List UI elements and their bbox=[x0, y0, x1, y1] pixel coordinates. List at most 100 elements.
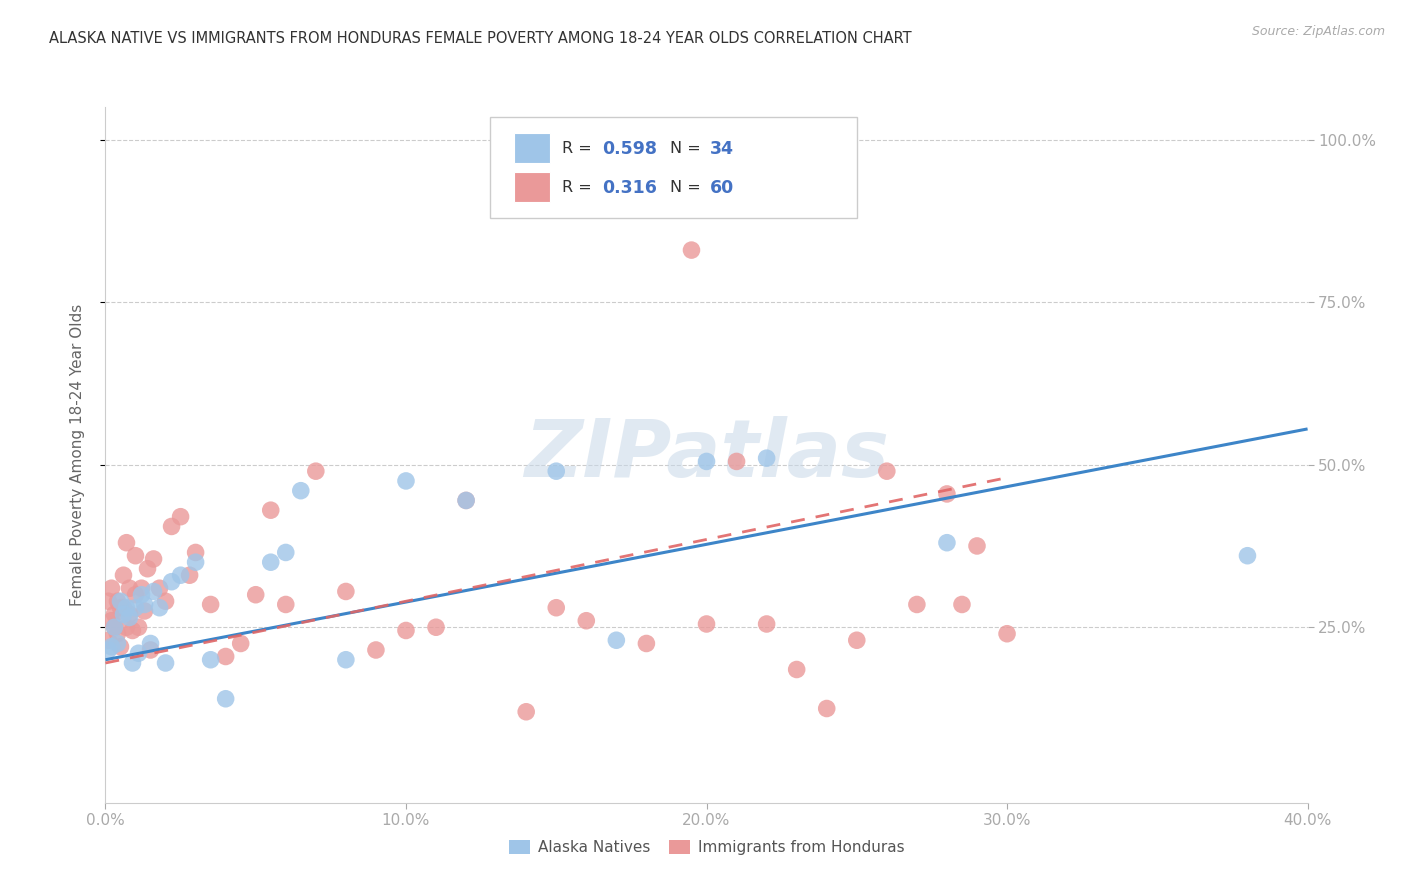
Point bbox=[200, 598, 222, 612]
Point bbox=[214, 691, 236, 706]
Point bbox=[128, 620, 150, 634]
Text: ZIPatlas: ZIPatlas bbox=[524, 416, 889, 494]
Point bbox=[103, 620, 125, 634]
Point bbox=[139, 636, 162, 650]
Point bbox=[115, 535, 138, 549]
Point bbox=[274, 545, 297, 559]
Y-axis label: Female Poverty Among 18-24 Year Olds: Female Poverty Among 18-24 Year Olds bbox=[70, 304, 84, 606]
Point bbox=[755, 617, 778, 632]
Point bbox=[950, 598, 973, 612]
Point bbox=[169, 568, 191, 582]
Text: Source: ZipAtlas.com: Source: ZipAtlas.com bbox=[1251, 25, 1385, 38]
Point bbox=[696, 617, 718, 632]
Point bbox=[995, 626, 1018, 640]
Point bbox=[815, 701, 838, 715]
Point bbox=[139, 643, 162, 657]
Point bbox=[115, 620, 138, 634]
Point bbox=[260, 503, 283, 517]
Point bbox=[142, 552, 165, 566]
Point bbox=[107, 594, 129, 608]
FancyBboxPatch shape bbox=[515, 172, 550, 202]
Point bbox=[681, 243, 703, 257]
Point bbox=[103, 620, 125, 634]
Point bbox=[184, 545, 207, 559]
Point bbox=[335, 584, 357, 599]
FancyBboxPatch shape bbox=[491, 118, 856, 219]
Point bbox=[110, 600, 132, 615]
Point bbox=[97, 643, 120, 657]
Point bbox=[118, 610, 141, 624]
Point bbox=[131, 588, 153, 602]
Point bbox=[200, 653, 222, 667]
Point bbox=[245, 588, 267, 602]
Text: N =: N = bbox=[671, 141, 706, 156]
Legend: Alaska Natives, Immigrants from Honduras: Alaska Natives, Immigrants from Honduras bbox=[503, 833, 910, 862]
Point bbox=[134, 598, 156, 612]
Point bbox=[169, 509, 191, 524]
Text: N =: N = bbox=[671, 180, 706, 195]
Point bbox=[546, 464, 568, 478]
Point bbox=[134, 604, 156, 618]
Point bbox=[179, 568, 201, 582]
Point bbox=[454, 493, 477, 508]
Point bbox=[696, 454, 718, 468]
Point bbox=[155, 594, 177, 608]
Point bbox=[131, 581, 153, 595]
Point bbox=[124, 588, 146, 602]
Point bbox=[290, 483, 312, 498]
Point bbox=[575, 614, 598, 628]
Point bbox=[515, 705, 537, 719]
Point bbox=[112, 568, 135, 582]
Point bbox=[110, 640, 132, 654]
Text: 60: 60 bbox=[710, 178, 734, 197]
Point bbox=[755, 451, 778, 466]
Point bbox=[454, 493, 477, 508]
Point bbox=[936, 487, 959, 501]
Point bbox=[160, 574, 183, 589]
Point bbox=[124, 549, 146, 563]
Text: 0.598: 0.598 bbox=[602, 140, 657, 158]
Text: ALASKA NATIVE VS IMMIGRANTS FROM HONDURAS FEMALE POVERTY AMONG 18-24 YEAR OLDS C: ALASKA NATIVE VS IMMIGRANTS FROM HONDURA… bbox=[49, 31, 912, 46]
Point bbox=[142, 584, 165, 599]
Point bbox=[845, 633, 868, 648]
FancyBboxPatch shape bbox=[515, 134, 550, 162]
Point bbox=[229, 636, 252, 650]
Point bbox=[305, 464, 328, 478]
Point bbox=[100, 581, 122, 595]
Point bbox=[395, 474, 418, 488]
Point bbox=[118, 607, 141, 622]
Point bbox=[260, 555, 283, 569]
Point bbox=[148, 581, 170, 595]
Point bbox=[128, 646, 150, 660]
Point bbox=[115, 600, 138, 615]
Point bbox=[160, 519, 183, 533]
Point bbox=[124, 600, 146, 615]
Text: 34: 34 bbox=[710, 140, 734, 158]
Text: R =: R = bbox=[562, 180, 598, 195]
Point bbox=[936, 535, 959, 549]
Point bbox=[97, 633, 120, 648]
Point bbox=[136, 562, 159, 576]
Point bbox=[214, 649, 236, 664]
Point bbox=[112, 607, 135, 622]
Point bbox=[605, 633, 627, 648]
Point bbox=[546, 600, 568, 615]
Point bbox=[876, 464, 898, 478]
Point bbox=[107, 636, 129, 650]
Point bbox=[148, 600, 170, 615]
Point bbox=[110, 594, 132, 608]
Point bbox=[112, 600, 135, 615]
Point bbox=[121, 656, 143, 670]
Point bbox=[155, 656, 177, 670]
Point bbox=[121, 624, 143, 638]
Point bbox=[274, 598, 297, 612]
Point bbox=[97, 594, 120, 608]
Point bbox=[107, 626, 129, 640]
Text: R =: R = bbox=[562, 141, 598, 156]
Point bbox=[118, 581, 141, 595]
Point bbox=[425, 620, 447, 634]
Point bbox=[100, 614, 122, 628]
Point bbox=[100, 640, 122, 654]
Point bbox=[335, 653, 357, 667]
Point bbox=[364, 643, 387, 657]
